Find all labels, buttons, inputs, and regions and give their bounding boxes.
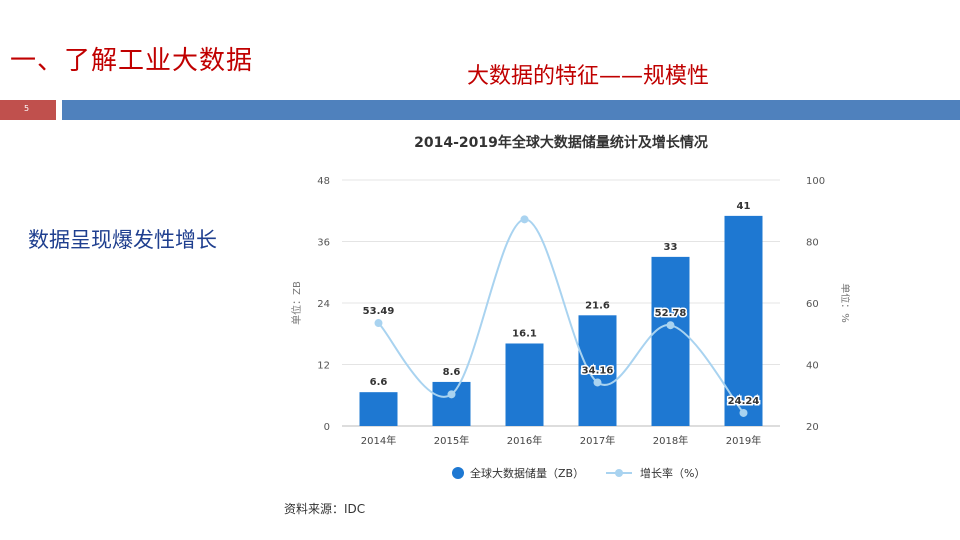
header-accent-blue [62, 100, 960, 120]
y-tick-right: 100 [806, 176, 825, 187]
chart-container: 2014-2019年全球大数据储量统计及增长情况 0 12 24 36 48 20 40 60 8… [270, 125, 850, 525]
bar [505, 343, 544, 426]
y-tick-left: 24 [317, 299, 330, 310]
bar [724, 215, 763, 426]
y-axis-label-right: 单位：% [839, 283, 850, 323]
source-note: 资料来源：IDC [284, 502, 366, 516]
y-tick-left: 36 [317, 238, 330, 249]
y-tick-right: 60 [806, 299, 819, 310]
x-tick-label: 2016年 [507, 434, 542, 447]
line-value-label: 34.16 [582, 365, 614, 376]
bar-value-label: 6.6 [370, 377, 388, 388]
legend-marker-point [615, 469, 623, 477]
side-caption: 数据呈现爆发性增长 [28, 228, 217, 252]
growth-point [447, 390, 456, 399]
legend-label-bars: 全球大数据储量（ZB） [470, 466, 584, 480]
x-tick-label: 2018年 [653, 434, 688, 447]
line-value-label: 24.24 [728, 396, 760, 407]
y-tick-right: 80 [806, 238, 819, 249]
y-tick-right: 40 [806, 361, 819, 372]
line-value-label: 52.78 [655, 308, 687, 319]
bar-value-label: 41 [737, 201, 751, 212]
y-tick-left: 48 [317, 176, 330, 187]
bar [359, 392, 398, 426]
chart-title: 2014-2019年全球大数据储量统计及增长情况 [414, 134, 708, 151]
x-tick-label: 2014年 [361, 434, 396, 447]
y-tick-left: 12 [317, 361, 330, 372]
growth-point [520, 215, 529, 224]
legend-label-line: 增长率（%） [640, 466, 705, 480]
bar [578, 315, 617, 426]
x-tick-label: 2017年 [580, 434, 615, 447]
page-number: 5 [24, 104, 30, 113]
slide-subtitle: 大数据的特征——规模性 [467, 64, 710, 89]
y-tick-right: 20 [806, 422, 819, 433]
x-tick-label: 2015年 [434, 434, 469, 447]
chart-svg: 2014-2019年全球大数据储量统计及增长情况 0 12 24 36 48 20 40 60 8… [290, 134, 850, 480]
bar-value-label: 16.1 [512, 328, 537, 339]
line-value-label: 53.49 [363, 306, 395, 317]
growth-point [666, 321, 675, 330]
y-axis-label-left: 单位：ZB [290, 281, 303, 325]
slide-title: 一、了解工业大数据 [10, 46, 254, 76]
growth-point [593, 378, 602, 387]
bar [651, 256, 690, 426]
legend-marker-bars [452, 467, 464, 479]
x-tick-label: 2019年 [726, 434, 761, 447]
bar-value-label: 33 [664, 242, 678, 253]
bar [432, 381, 471, 426]
header-accent-red [0, 100, 56, 120]
growth-point [374, 319, 383, 328]
bar-value-label: 8.6 [443, 367, 461, 378]
y-tick-left: 0 [324, 422, 330, 433]
bar-value-label: 21.6 [585, 300, 610, 311]
growth-point [739, 408, 748, 417]
